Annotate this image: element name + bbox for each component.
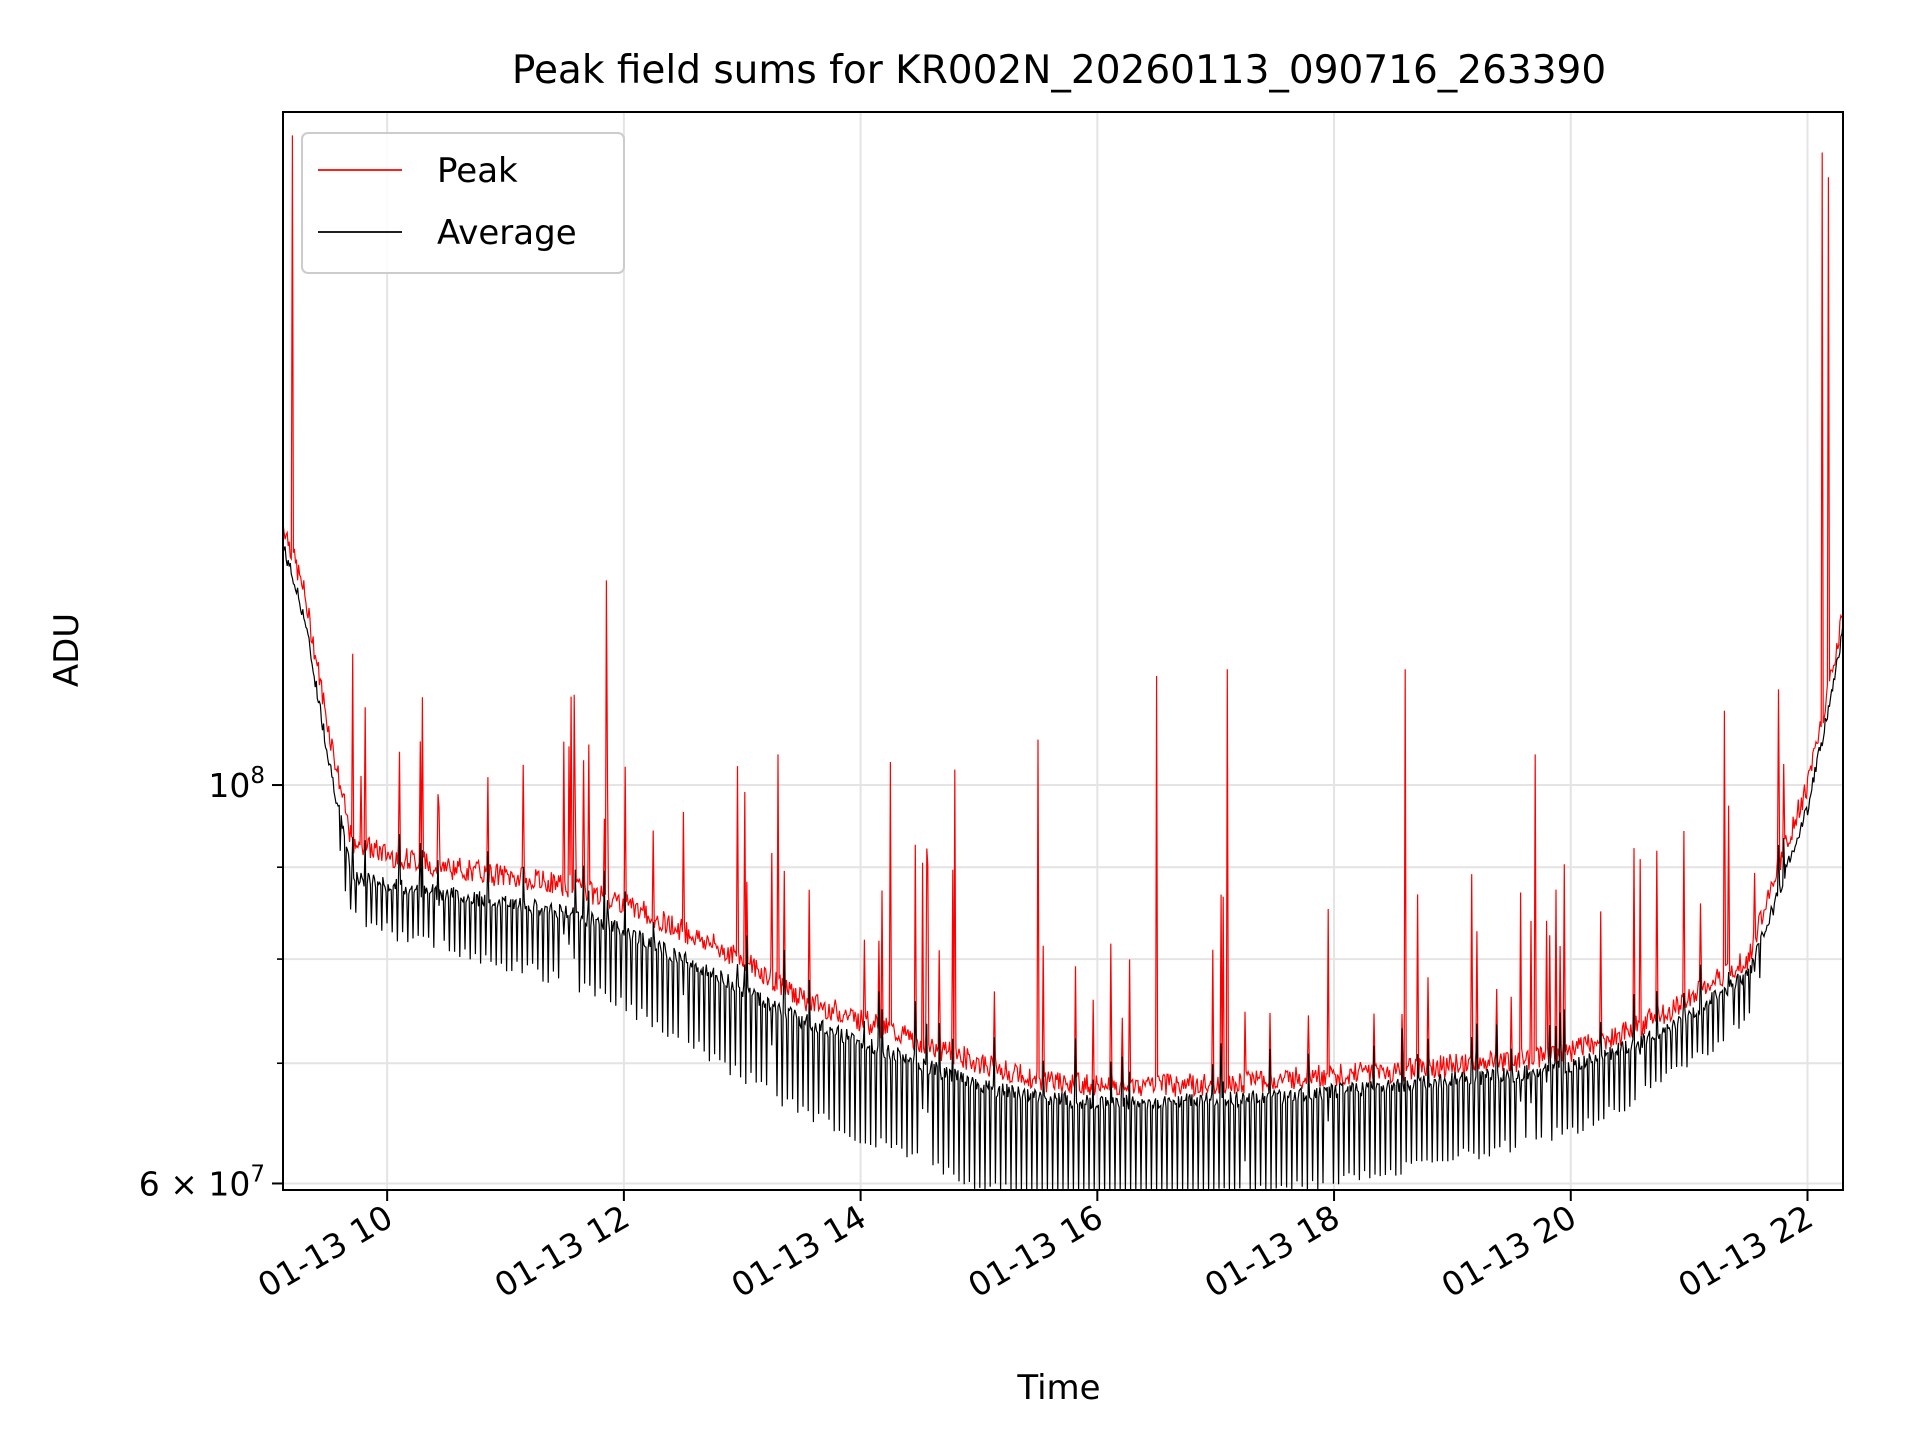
x-tick-label: 01-13 14 (725, 1197, 873, 1305)
legend-label-peak: Peak (437, 151, 518, 191)
y-axis-label: ADU (47, 613, 87, 687)
x-tick-label: 01-13 12 (488, 1197, 636, 1305)
x-tick-label: 01-13 18 (1198, 1197, 1346, 1305)
y-tick-label: 6 × 107 (139, 1161, 265, 1203)
legend-box (301, 132, 625, 274)
x-tick-label: 01-13 22 (1671, 1197, 1819, 1305)
x-tick-label: 01-13 20 (1435, 1197, 1583, 1305)
chart-title: Peak field sums for KR002N_20260113_0907… (512, 48, 1606, 93)
x-axis-label: Time (1016, 1368, 1100, 1408)
series-line-peak (283, 135, 1843, 1098)
x-tick-label: 01-13 16 (961, 1197, 1109, 1305)
series-layer (283, 135, 1843, 1190)
x-tick-label: 01-13 10 (251, 1197, 399, 1305)
series-line-average (283, 544, 1843, 1190)
legend-label-average: Average (437, 213, 577, 253)
y-tick-label: 108 (208, 763, 265, 805)
plot-frame (282, 111, 1844, 1191)
legend: Peak Average (301, 132, 625, 274)
